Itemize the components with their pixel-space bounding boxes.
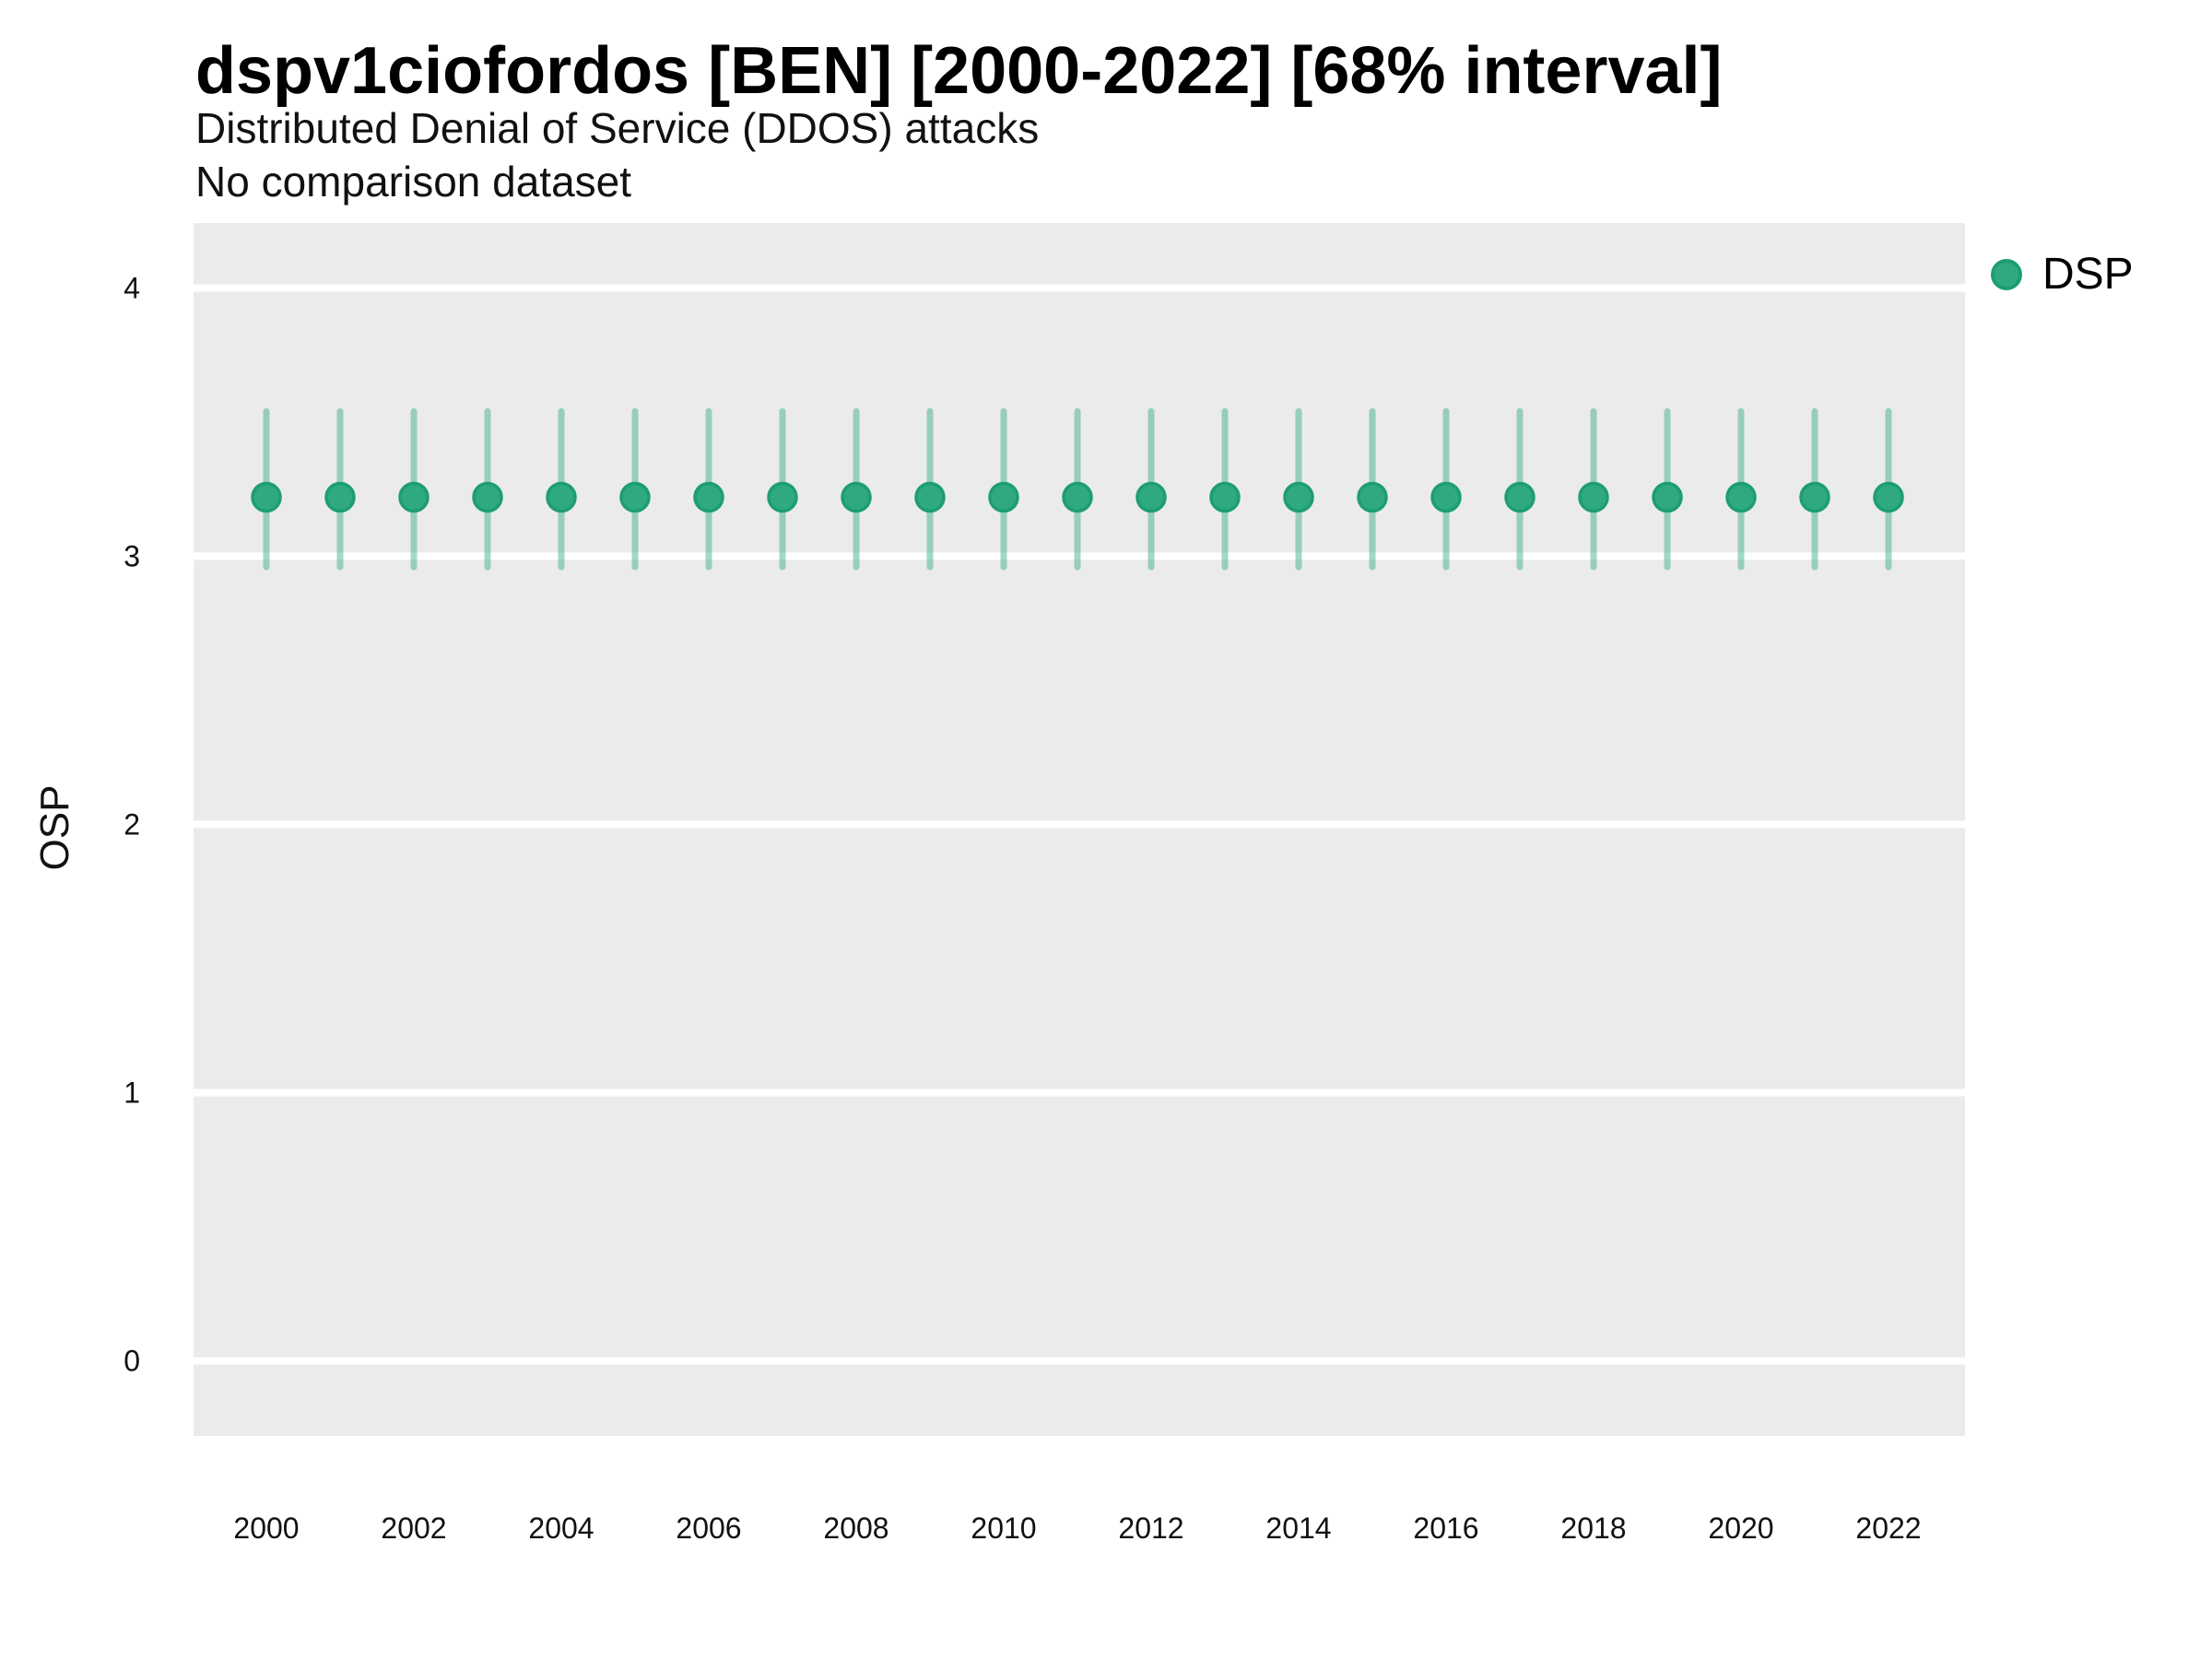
data-point-2009	[914, 481, 946, 513]
data-point-2008	[841, 481, 872, 513]
x-tick-label: 2020	[1708, 1512, 1773, 1545]
x-tick-label: 2016	[1413, 1512, 1478, 1545]
chart-title: dspv1ciofordos [BEN] [2000-2022] [68% in…	[195, 34, 1723, 108]
y-tick-label: 4	[124, 272, 140, 305]
legend-label-dsp: DSP	[2042, 250, 2134, 299]
panel-background	[194, 223, 1965, 1436]
data-point-2011	[1062, 481, 1093, 513]
data-point-2005	[619, 481, 651, 513]
data-point-2004	[546, 481, 577, 513]
x-tick-label: 2012	[1118, 1512, 1183, 1545]
dsp-legend-point-icon	[1991, 258, 2022, 290]
x-tick-label: 2010	[971, 1512, 1036, 1545]
x-tick-label: 2002	[381, 1512, 446, 1545]
data-point-2016	[1430, 481, 1462, 513]
data-point-2022	[1873, 481, 1904, 513]
x-tick-label: 2006	[676, 1512, 741, 1545]
x-tick-label: 2018	[1560, 1512, 1626, 1545]
data-point-2006	[693, 481, 724, 513]
legend: DSP	[1991, 249, 2134, 300]
x-tick-label: 2008	[823, 1512, 888, 1545]
data-point-2001	[324, 481, 356, 513]
data-point-2017	[1504, 481, 1535, 513]
comparison-note: No comparison dataset	[195, 158, 632, 206]
chart-subtitle: Distributed Denial of Service (DDOS) att…	[195, 104, 1040, 152]
x-tick-label: 2004	[528, 1512, 594, 1545]
data-point-2020	[1725, 481, 1757, 513]
y-tick-label: 2	[124, 808, 140, 841]
y-tick-label: 3	[124, 540, 140, 573]
data-point-2012	[1135, 481, 1167, 513]
data-point-2000	[251, 481, 282, 513]
x-tick-label: 2022	[1855, 1512, 1921, 1545]
data-point-2013	[1209, 481, 1241, 513]
data-point-2015	[1357, 481, 1388, 513]
data-point-2019	[1652, 481, 1683, 513]
data-point-2003	[472, 481, 503, 513]
data-point-2007	[767, 481, 798, 513]
data-point-2018	[1578, 481, 1609, 513]
data-point-2014	[1283, 481, 1314, 513]
y-tick-label: 1	[124, 1077, 140, 1110]
y-tick-label: 0	[124, 1345, 140, 1378]
data-point-2021	[1799, 481, 1830, 513]
data-point-2002	[398, 481, 429, 513]
x-tick-label: 2014	[1265, 1512, 1331, 1545]
x-tick-label: 2000	[233, 1512, 299, 1545]
data-point-2010	[988, 481, 1019, 513]
